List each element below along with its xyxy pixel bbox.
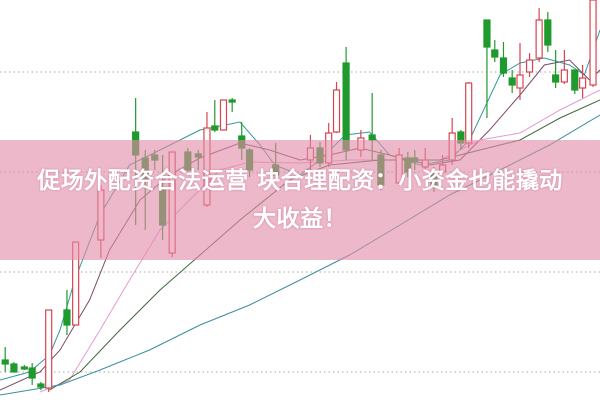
- candle-down: [342, 62, 350, 151]
- candle-down: [544, 19, 552, 46]
- candle-up: [332, 89, 341, 133]
- candle-down: [491, 49, 499, 58]
- candle-down: [483, 19, 491, 48]
- headline-banner: 促场外配资合法运营 块合理配资：小资金也能撬动 大收益！: [0, 140, 600, 260]
- candle-down: [552, 74, 560, 83]
- headline-line-2: 大收益！: [253, 206, 347, 232]
- candle-down: [63, 309, 71, 326]
- candle-down: [571, 69, 579, 91]
- candle-up: [219, 99, 228, 131]
- headline-line-1: 促场外配资合法运营 块合理配资：小资金也能撬动: [37, 168, 563, 194]
- candle-up: [45, 309, 53, 389]
- candle-up: [535, 19, 543, 59]
- candle-up: [589, 0, 597, 86]
- candle-down: [10, 363, 18, 373]
- candle-down: [37, 383, 45, 388]
- candle-down: [499, 57, 508, 74]
- candle-up: [579, 77, 587, 89]
- candle-up: [465, 82, 473, 144]
- candle-up: [525, 59, 534, 73]
- candle-down: [20, 366, 28, 370]
- candle-down: [211, 125, 219, 131]
- candle-down: [1, 359, 9, 365]
- candle-down: [508, 77, 516, 86]
- candle-down: [28, 367, 36, 379]
- candle-up: [516, 74, 524, 89]
- candle-up: [560, 69, 568, 83]
- candle-down: [228, 99, 236, 103]
